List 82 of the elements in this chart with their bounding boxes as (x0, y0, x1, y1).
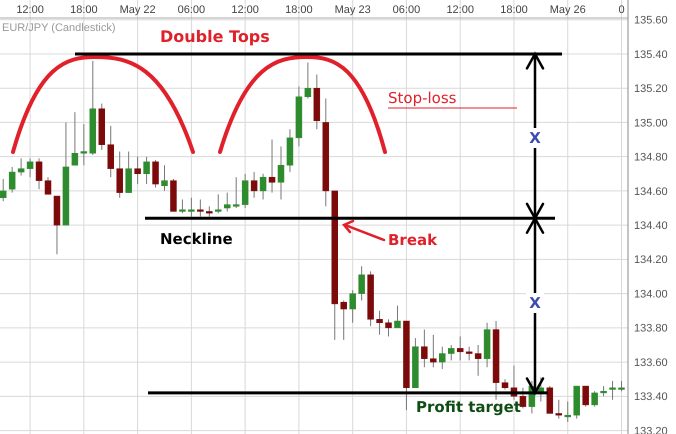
annotation: X (529, 294, 542, 312)
candlestick (394, 305, 401, 328)
candlestick (376, 310, 383, 336)
x-tick-label: 06:00 (178, 4, 206, 16)
candlestick (206, 206, 213, 218)
y-tick-label: 134.20 (634, 254, 668, 266)
candlestick (143, 156, 150, 185)
y-tick-label: 134.80 (634, 152, 668, 164)
x-tick-label: 18:00 (285, 4, 313, 16)
candlestick (107, 125, 114, 178)
x-tick-label: May 22 (120, 4, 156, 16)
candlestick (152, 160, 159, 188)
candlestick (358, 266, 365, 301)
candlestick (502, 378, 508, 390)
candlestick (556, 399, 562, 420)
candlestick (474, 344, 482, 376)
candlestick (44, 176, 52, 195)
x-tick-label: 18:00 (500, 4, 528, 16)
annotation: Double Tops (160, 27, 270, 46)
y-tick-label: 135.40 (634, 48, 668, 61)
x-tick-label: 12:00 (16, 4, 44, 16)
candlestick (278, 146, 284, 200)
candlestick (197, 198, 204, 218)
x-tick-label: 12:00 (231, 4, 259, 16)
candlestick (304, 62, 312, 99)
candlestick (161, 164, 168, 192)
candlestick (591, 390, 598, 408)
candlestick (116, 151, 123, 198)
y-tick-label: 133.60 (634, 356, 668, 369)
y-tick-label: 135.20 (634, 83, 668, 96)
candlestick (520, 387, 526, 409)
candlestick (80, 124, 88, 166)
candlestick (224, 192, 230, 212)
candlestick (340, 300, 347, 340)
y-tick-label: 133.40 (634, 391, 668, 404)
candlestick (8, 166, 16, 194)
candlestick (26, 158, 34, 178)
candlestick (134, 156, 141, 185)
candlestick (18, 158, 24, 176)
candlestick (260, 173, 266, 200)
chart-title: EUR/JPY (Candlestick) (2, 22, 116, 34)
candlestick (466, 346, 472, 361)
x-tick-label: 18:00 (70, 4, 98, 16)
legend-label: Profit target (416, 398, 521, 416)
candlestick (439, 346, 446, 370)
candlestick (582, 386, 589, 408)
y-tick-label: 134.00 (634, 288, 668, 300)
candlestick (564, 400, 571, 423)
ref-line-label: Neckline (160, 230, 233, 248)
candlestick (242, 173, 248, 209)
x-tick-label: 12:00 (446, 4, 474, 16)
candlestick (125, 151, 132, 194)
candlestick (268, 139, 276, 194)
candlestick (232, 176, 240, 209)
x-tick-label: May 23 (334, 4, 371, 16)
candlestick (618, 380, 625, 392)
y-tick-label: 134.40 (634, 220, 668, 232)
x-tick-label: 0 (618, 4, 625, 16)
y-tick-label: 135.60 (634, 14, 668, 27)
candlestick (72, 112, 78, 166)
candlestick (188, 197, 195, 218)
annotation: Stop-loss (388, 89, 457, 107)
candlestick (600, 386, 607, 397)
candlestick (609, 380, 616, 400)
candlestick (349, 290, 356, 324)
candlestick (36, 158, 42, 190)
candlestick (179, 198, 186, 214)
y-tick-label: 135.00 (634, 117, 668, 130)
candlestick (430, 334, 437, 368)
candlestick (215, 194, 222, 214)
y-tick-label: 133.80 (634, 322, 668, 335)
y-tick-label: 134.60 (634, 186, 668, 198)
annotation: Break (388, 231, 438, 249)
candlestick (456, 336, 464, 361)
x-tick-label: 06:00 (392, 4, 420, 16)
candlestick (385, 318, 392, 337)
candlestick (448, 344, 454, 361)
x-tick-label: May 26 (550, 4, 586, 16)
candlestick (0, 178, 6, 202)
candlestick (250, 172, 258, 198)
annotation: X (529, 129, 542, 147)
candlestick (421, 329, 428, 368)
